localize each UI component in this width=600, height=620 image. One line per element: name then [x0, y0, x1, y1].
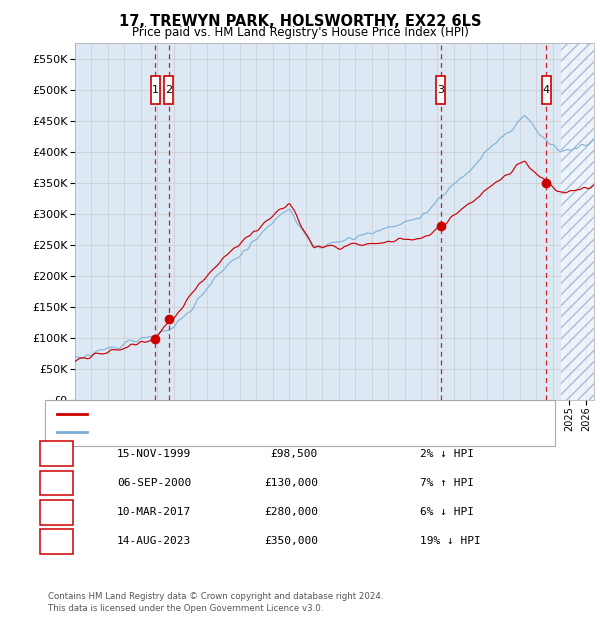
Text: HPI: Average price, detached house, Torridge: HPI: Average price, detached house, Torr…: [93, 427, 328, 438]
Bar: [542, 76, 551, 104]
Text: 6% ↓ HPI: 6% ↓ HPI: [420, 507, 474, 517]
Bar: [164, 76, 173, 104]
Text: £130,000: £130,000: [264, 478, 318, 488]
Bar: [436, 76, 445, 104]
Text: 19% ↓ HPI: 19% ↓ HPI: [420, 536, 481, 546]
Text: £350,000: £350,000: [264, 536, 318, 546]
Text: 7% ↑ HPI: 7% ↑ HPI: [420, 478, 474, 488]
Text: 3: 3: [53, 506, 61, 518]
Text: 06-SEP-2000: 06-SEP-2000: [117, 478, 191, 488]
Text: This data is licensed under the Open Government Licence v3.0.: This data is licensed under the Open Gov…: [48, 603, 323, 613]
Text: Contains HM Land Registry data © Crown copyright and database right 2024.: Contains HM Land Registry data © Crown c…: [48, 592, 383, 601]
Text: 15-NOV-1999: 15-NOV-1999: [117, 449, 191, 459]
Text: Price paid vs. HM Land Registry's House Price Index (HPI): Price paid vs. HM Land Registry's House …: [131, 26, 469, 39]
Text: 17, TREWYN PARK, HOLSWORTHY, EX22 6LS: 17, TREWYN PARK, HOLSWORTHY, EX22 6LS: [119, 14, 481, 29]
Text: 2: 2: [165, 85, 172, 95]
Text: 3: 3: [437, 85, 444, 95]
Bar: [151, 76, 160, 104]
Text: 14-AUG-2023: 14-AUG-2023: [117, 536, 191, 546]
Text: £98,500: £98,500: [271, 449, 318, 459]
Text: £280,000: £280,000: [264, 507, 318, 517]
Text: 10-MAR-2017: 10-MAR-2017: [117, 507, 191, 517]
Bar: [561, 43, 594, 400]
Text: 17, TREWYN PARK, HOLSWORTHY, EX22 6LS (detached house): 17, TREWYN PARK, HOLSWORTHY, EX22 6LS (d…: [93, 409, 418, 419]
Text: 1: 1: [152, 85, 159, 95]
Text: 4: 4: [543, 85, 550, 95]
Bar: [561, 43, 594, 400]
Text: 2% ↓ HPI: 2% ↓ HPI: [420, 449, 474, 459]
Text: 1: 1: [53, 448, 61, 460]
Text: 4: 4: [53, 535, 61, 547]
Text: 2: 2: [53, 477, 61, 489]
